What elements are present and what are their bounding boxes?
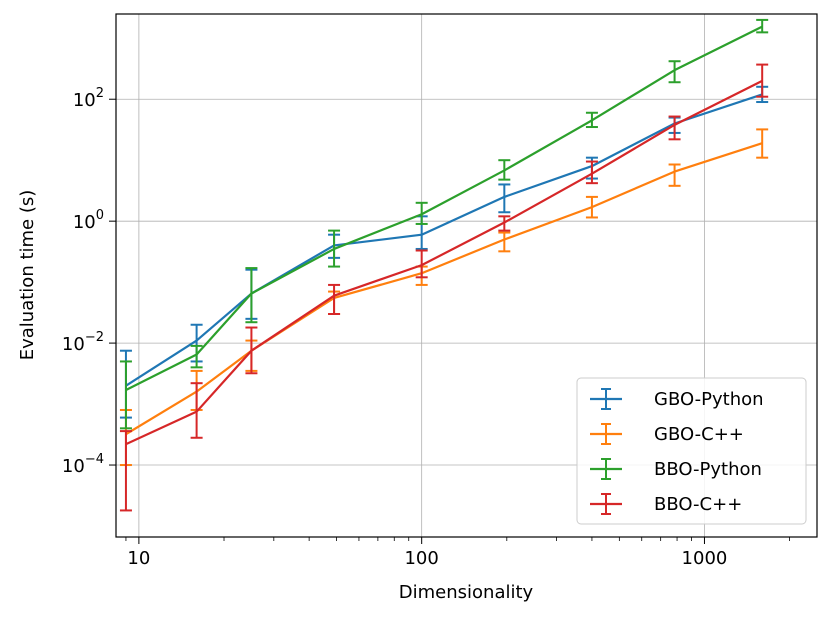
series-bbo-cpp — [119, 63, 769, 512]
x-tick-label: 10 — [127, 548, 150, 569]
legend-item: GBO-C++ — [590, 423, 744, 445]
gridlines — [116, 14, 817, 537]
legend-item: GBO-Python — [590, 388, 764, 410]
y-tick-label: 102 — [73, 86, 104, 111]
legend-label: GBO-C++ — [654, 424, 744, 445]
y-tick-label: 100 — [73, 208, 104, 233]
y-tick-exponent: −2 — [85, 330, 104, 345]
y-axis-label: Evaluation time (s) — [17, 190, 38, 361]
legend-item: BBO-C++ — [590, 493, 742, 515]
y-tick-base: 10 — [62, 456, 85, 477]
y-tick-base: 10 — [62, 334, 85, 355]
series-layer — [119, 18, 769, 512]
y-tick-base: 10 — [73, 90, 96, 111]
legend-label: GBO-Python — [654, 389, 764, 410]
y-tick-base: 10 — [73, 212, 96, 233]
x-axis-label: Dimensionality — [399, 582, 534, 603]
y-tick-exponent: 0 — [96, 208, 104, 223]
series-bbo-python — [119, 18, 769, 430]
y-tick-label: 10−4 — [62, 452, 104, 477]
x-axis-ticks: 10 100 1000 — [127, 537, 727, 569]
x-tick-label: 100 — [404, 548, 438, 569]
legend: GBO-Python GBO-C++ BBO-Python BBO-C++ — [576, 377, 807, 525]
minor-ticks — [125, 537, 790, 541]
legend-item: BBO-Python — [590, 458, 762, 480]
y-tick-label: 10−2 — [62, 330, 104, 355]
y-tick-exponent: 2 — [96, 86, 104, 101]
legend-label: BBO-C++ — [654, 494, 742, 515]
y-tick-exponent: −4 — [85, 452, 104, 467]
legend-box — [576, 377, 807, 525]
legend-label: BBO-Python — [654, 459, 762, 480]
plot-frame — [115, 13, 818, 538]
x-tick-label: 1000 — [682, 548, 728, 569]
